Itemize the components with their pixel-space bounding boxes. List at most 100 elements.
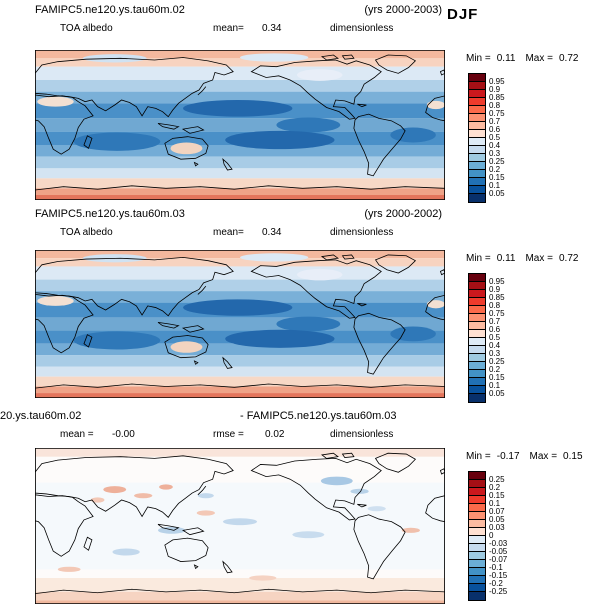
colorbar-tick-label: 0.2 [489, 365, 501, 374]
colorbar-cell [469, 290, 485, 298]
panel3-rmse-value: 0.02 [265, 429, 285, 440]
panel3-rmse-label: rmse = [213, 429, 244, 440]
colorbar-tick-label: 0.1 [489, 499, 501, 508]
colorbar-cell [469, 346, 485, 354]
colorbar-panel3: 0.25 0.2 0.15 0.1 0.07 0.05 0.03 0 -0.03 -0.05 -0.… [468, 471, 507, 601]
colorbar-cell [469, 122, 485, 130]
colorbar-tick-label: 0.7 [489, 117, 501, 126]
colorbar-tick-label: -0.25 [489, 587, 508, 596]
colorbar-tick-label: 0.25 [489, 475, 505, 484]
colorbar-cell [469, 90, 485, 98]
colorbar-tick-label: 0.05 [489, 189, 505, 198]
panel2-mean-value: 0.34 [262, 227, 282, 238]
panel2-minmax: Min = 0.11 Max = 0.72 [466, 253, 578, 264]
colorbar-cell [469, 568, 485, 576]
colorbar-tick-label: 0.85 [489, 93, 505, 102]
map-toa-albedo-run1 [35, 50, 445, 200]
panel1-units-label: dimensionless [330, 23, 394, 34]
colorbar-tick-label: 0.95 [489, 77, 505, 86]
colorbar-tick-label: 0.25 [489, 157, 505, 166]
colorbar-tick-label: 0.5 [489, 333, 501, 342]
colorbar-cells [468, 73, 486, 203]
panel2-mean-label: mean= [213, 227, 244, 238]
colorbar-tick-label: 0.07 [489, 507, 505, 516]
colorbar-cell [469, 544, 485, 552]
map-toa-albedo-difference [35, 448, 445, 604]
colorbar-cell [469, 378, 485, 386]
colorbar-tick-label: 0 [489, 531, 494, 540]
colorbar-cell [469, 528, 485, 536]
colorbar-tick-label: 0.75 [489, 109, 505, 118]
colorbar-cell [469, 162, 485, 170]
panel2-variable-label: TOA albedo [60, 227, 113, 238]
colorbar-cell [469, 480, 485, 488]
panel2-min-label: Min = [466, 253, 491, 264]
colorbar-cell [469, 520, 485, 528]
panel2-max-label: Max = [525, 253, 553, 264]
colorbar-cell [469, 82, 485, 90]
panel1-max-label: Max = [525, 53, 553, 64]
colorbar-cell [469, 170, 485, 178]
colorbar-tick-label: 0.2 [489, 165, 501, 174]
colorbar-cell [469, 106, 485, 114]
panel1-min-value: 0.11 [496, 53, 516, 64]
panel2-years-label: (yrs 2000-2002) [364, 208, 442, 220]
colorbar-cell [469, 298, 485, 306]
colorbar-cell [469, 576, 485, 584]
colorbar-cell [469, 338, 485, 346]
colorbar-tick-label: 0.3 [489, 149, 501, 158]
colorbar-cell [469, 322, 485, 330]
colorbar-tick-label: -0.05 [489, 547, 508, 556]
colorbar-tick-label: 0.8 [489, 301, 501, 310]
panel3-units-label: dimensionless [330, 429, 394, 440]
colorbar-tick-label: -0.1 [489, 563, 503, 572]
colorbar-cell [469, 130, 485, 138]
colorbar-cell [469, 138, 485, 146]
colorbar-cell [469, 370, 485, 378]
colorbar-cell [469, 560, 485, 568]
panel1-minmax: Min = 0.11 Max = 0.72 [466, 53, 578, 64]
colorbar-tick-label: 0.95 [489, 277, 505, 286]
colorbar-cell [469, 592, 485, 600]
colorbar-tick-label: -0.03 [489, 539, 508, 548]
colorbar-tick-label: 0.75 [489, 309, 505, 318]
season-label: DJF [447, 6, 479, 23]
panel2-max-value: 0.72 [558, 253, 579, 264]
colorbar-tick-label: 0.25 [489, 357, 505, 366]
colorbar-tick-label: 0.2 [489, 483, 501, 492]
colorbar-tick-label: 0.4 [489, 341, 501, 350]
panel1-min-label: Min = [466, 53, 491, 64]
colorbar-cell [469, 536, 485, 544]
panel3-max-value: 0.15 [563, 451, 583, 462]
panel3-mean-value: -0.00 [112, 429, 135, 440]
panel2-units-label: dimensionless [330, 227, 394, 238]
colorbar-cell [469, 274, 485, 282]
colorbar-cell [469, 154, 485, 162]
colorbar-cell [469, 306, 485, 314]
colorbar-tick-label: 0.6 [489, 325, 501, 334]
panel3-run-title-truncated: 20.ys.tau60m.02 [0, 410, 82, 422]
colorbar-tick-label: 0.05 [489, 389, 505, 398]
colorbar-tick-label: 0.1 [489, 381, 501, 390]
colorbar-cell [469, 314, 485, 322]
panel3-mean-label: mean = [60, 429, 94, 440]
panel1-mean-label: mean= [213, 23, 244, 34]
colorbar-cell [469, 114, 485, 122]
colorbar-cell [469, 362, 485, 370]
colorbar-tick-label: 0.15 [489, 491, 505, 500]
colorbar-cell [469, 512, 485, 520]
panel2-run-title: FAMIPC5.ne120.ys.tau60m.03 [35, 208, 185, 220]
panel1-max-value: 0.72 [558, 53, 579, 64]
colorbar-cell [469, 146, 485, 154]
colorbar-tick-label: 0.05 [489, 515, 505, 524]
colorbar-tick-label: 0.85 [489, 293, 505, 302]
colorbar-cell [469, 504, 485, 512]
colorbar-tick-label: 0.15 [489, 173, 505, 182]
colorbar-cell [469, 552, 485, 560]
panel2-min-value: 0.11 [496, 253, 516, 264]
colorbar-tick-label: -0.2 [489, 579, 503, 588]
panel1-run-title: FAMIPC5.ne120.ys.tau60m.02 [35, 4, 185, 16]
colorbar-cell [469, 178, 485, 186]
colorbar-cell [469, 74, 485, 82]
